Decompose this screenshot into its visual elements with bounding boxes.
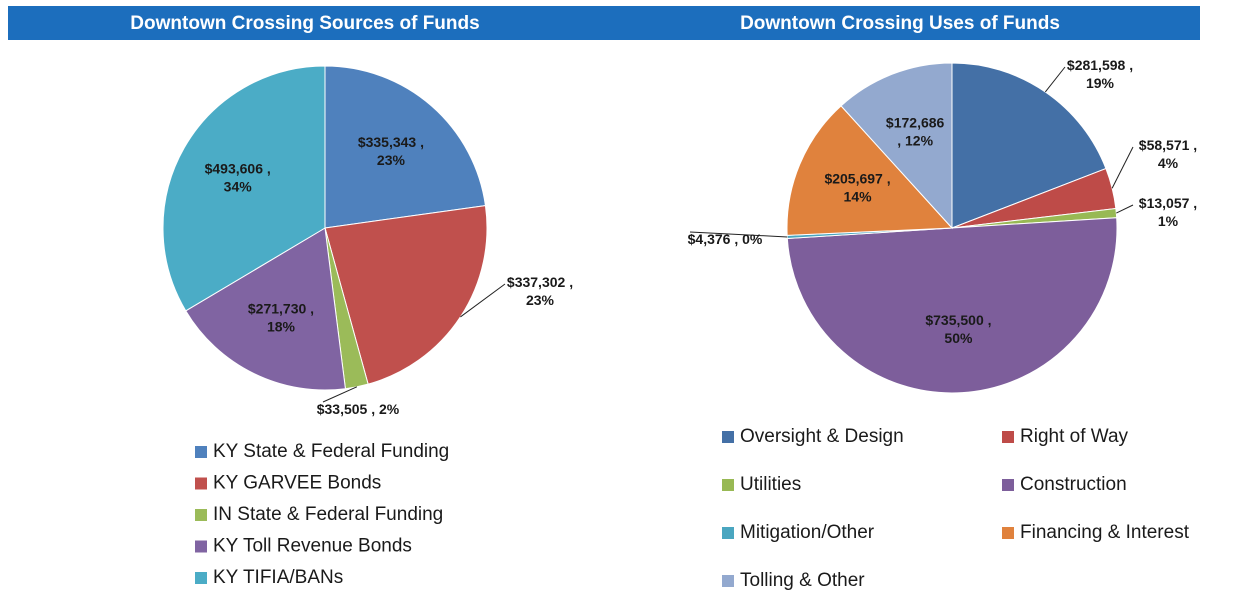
legend-label: Right of Way <box>1020 426 1129 447</box>
data-label: $13,057 , 1% <box>1139 195 1197 229</box>
legend-swatch <box>1002 527 1014 539</box>
leader-line <box>1116 204 1134 214</box>
legend-swatch <box>195 572 207 584</box>
legend-swatch <box>195 540 207 553</box>
data-label: $281,598 , 19% <box>1067 57 1133 91</box>
pie-slice <box>324 65 487 229</box>
legend-swatch <box>722 527 734 539</box>
legend-swatch <box>195 477 207 490</box>
data-label: $4,376 , 0% <box>688 231 763 247</box>
legend-label: KY GARVEE Bonds <box>213 473 381 494</box>
leader-line <box>1044 66 1066 93</box>
legend-swatch <box>722 479 734 491</box>
legend-label: IN State & Federal Funding <box>213 504 443 525</box>
data-label: $172,686, 12% <box>886 114 945 148</box>
pie-slice <box>840 62 953 230</box>
leader-line <box>1111 146 1134 189</box>
data-label: $335,343 , 23% <box>358 134 424 168</box>
leader-line <box>322 386 358 403</box>
legend-swatch <box>195 446 207 458</box>
title-bar <box>8 6 1200 40</box>
pie-slice <box>185 227 346 391</box>
chart-title: Downtown Crossing Sources of Funds <box>130 13 479 34</box>
data-label: $33,505 , 2% <box>317 401 400 417</box>
data-label: $271,730 , 18% <box>248 300 314 334</box>
legend-label: Tolling & Other <box>740 570 865 591</box>
legend-label: Construction <box>1020 474 1127 495</box>
legend-label: Financing & Interest <box>1020 522 1190 543</box>
leader-line <box>460 283 506 318</box>
legend-label: KY State & Federal Funding <box>213 441 449 462</box>
pie-slice <box>786 217 1118 394</box>
leader-line <box>689 231 788 238</box>
pie-slice <box>162 65 326 312</box>
data-label: $493,606 , 34% <box>205 160 271 194</box>
chart-title: Downtown Crossing Uses of Funds <box>740 13 1060 34</box>
data-label: $735,500 , 50% <box>925 312 991 346</box>
legend-label: Mitigation/Other <box>740 522 875 543</box>
data-label: $205,697 , 14% <box>824 170 890 204</box>
legend-label: KY Toll Revenue Bonds <box>213 536 412 557</box>
legend-label: Oversight & Design <box>740 426 904 447</box>
legend-swatch <box>195 509 207 521</box>
pie-slice <box>951 62 1107 229</box>
legend-swatch <box>722 431 734 443</box>
legend-swatch <box>1002 431 1014 443</box>
pie-slice <box>786 105 954 236</box>
legend-label: Utilities <box>740 474 801 495</box>
legend-label: KY TIFIA/BANs <box>213 567 343 588</box>
data-label: $337,302 , 23% <box>507 274 573 308</box>
legend-swatch <box>722 575 734 587</box>
legend-swatch <box>1002 479 1014 491</box>
data-label: $58,571 , 4% <box>1139 137 1197 171</box>
